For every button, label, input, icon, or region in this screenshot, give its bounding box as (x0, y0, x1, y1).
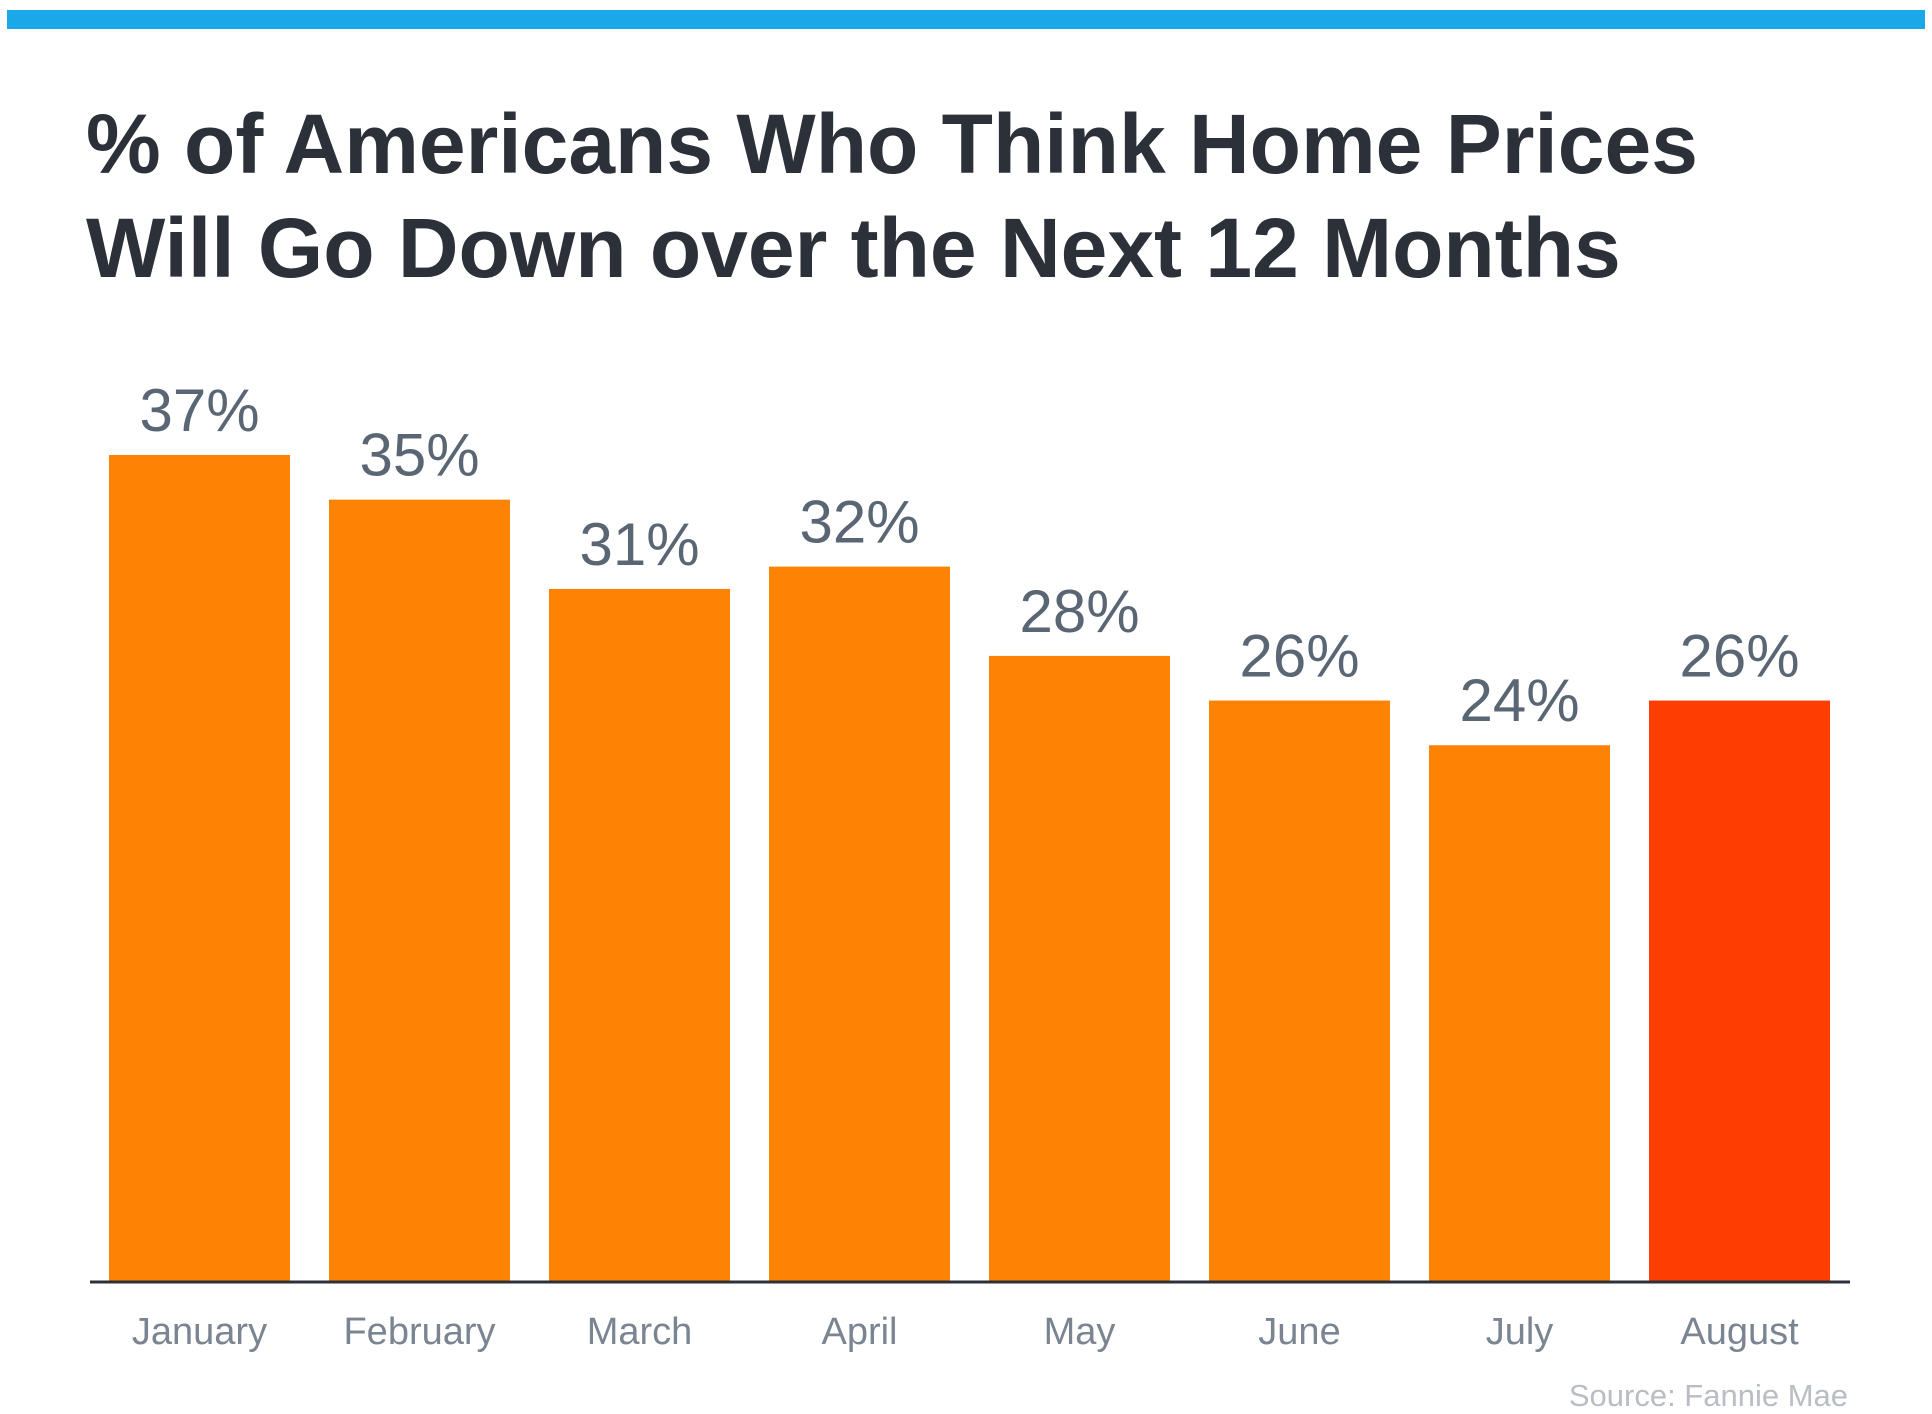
value-label-august: 26% (1679, 623, 1799, 690)
bar-june (1209, 700, 1390, 1281)
bar-group-june: 26% June (1209, 623, 1390, 1353)
category-label-may: May (1044, 1311, 1116, 1353)
value-label-july: 24% (1459, 667, 1579, 734)
chart-title-line-2: Will Go Down over the Next 12 Months (86, 201, 1621, 295)
bar-group-april: 32% April (769, 489, 950, 1353)
bar-may (989, 655, 1170, 1281)
value-label-march: 31% (579, 511, 699, 578)
bar-april (769, 566, 950, 1281)
value-label-april: 32% (799, 489, 919, 556)
bar-group-july: 24% July (1429, 667, 1610, 1353)
category-label-march: March (587, 1311, 693, 1353)
bar-group-august: 26% August (1649, 623, 1830, 1353)
bar-january (109, 455, 290, 1281)
value-label-february: 35% (359, 422, 479, 489)
top-accent-bar (7, 10, 1925, 29)
bar-group-may: 28% May (989, 578, 1170, 1353)
bar-group-january: 37% January (109, 377, 290, 1353)
source-note: Source: Fannie Mae (1568, 1378, 1848, 1413)
category-label-august: August (1680, 1311, 1799, 1353)
value-label-may: 28% (1019, 578, 1139, 645)
value-label-june: 26% (1239, 623, 1359, 690)
chart-title: % of Americans Who Think Home Prices Wil… (86, 92, 1886, 300)
bar-march (549, 588, 730, 1281)
category-label-june: June (1258, 1311, 1340, 1353)
value-label-january: 37% (139, 377, 259, 444)
chart-title-line-1: % of Americans Who Think Home Prices (86, 97, 1698, 191)
bar-group-march: 31% March (549, 511, 730, 1353)
category-label-july: July (1486, 1311, 1554, 1353)
bar-august (1649, 700, 1830, 1281)
bar-july (1429, 745, 1610, 1281)
bar-group-february: 35% February (329, 422, 510, 1353)
bar-february (329, 499, 510, 1281)
category-label-january: January (132, 1311, 267, 1353)
category-label-february: February (343, 1311, 495, 1353)
category-label-april: April (821, 1311, 897, 1353)
